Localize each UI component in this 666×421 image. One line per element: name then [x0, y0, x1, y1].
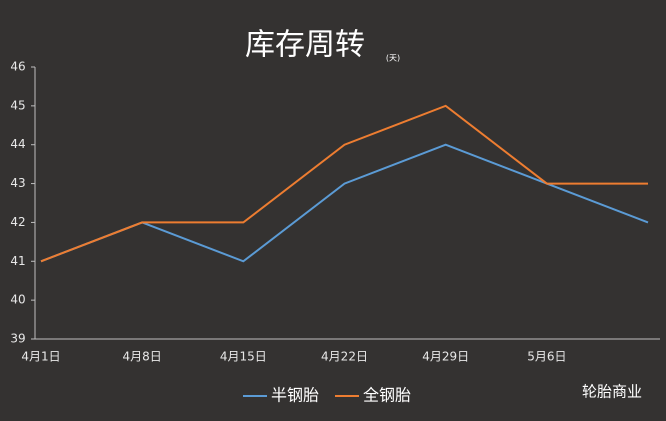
- x-tick-label: 4月22日: [321, 350, 368, 364]
- chart-subtitle: (天): [386, 54, 400, 63]
- x-tick-label: 4月29日: [422, 350, 469, 364]
- x-tick-label: 4月8日: [123, 350, 162, 364]
- x-tick-label: 4月1日: [21, 350, 60, 364]
- y-tick-label: 43: [10, 176, 25, 190]
- watermark: 轮胎商业: [582, 383, 642, 401]
- y-tick-label: 46: [10, 60, 25, 74]
- legend-label: 半钢胎: [271, 386, 319, 405]
- y-tick-label: 44: [10, 137, 25, 151]
- y-tick-label: 42: [10, 215, 25, 229]
- legend-label: 全钢胎: [363, 386, 411, 405]
- y-tick-label: 39: [10, 332, 25, 346]
- chart-title: 库存周转: [245, 28, 365, 63]
- series-line: [40, 104, 648, 263]
- y-tick-label: 45: [10, 98, 25, 112]
- y-tick-label: 41: [10, 254, 25, 268]
- y-tick-label: 40: [10, 293, 25, 307]
- x-tick-label: 4月15日: [220, 350, 267, 364]
- x-tick-label: 5月6日: [527, 350, 566, 364]
